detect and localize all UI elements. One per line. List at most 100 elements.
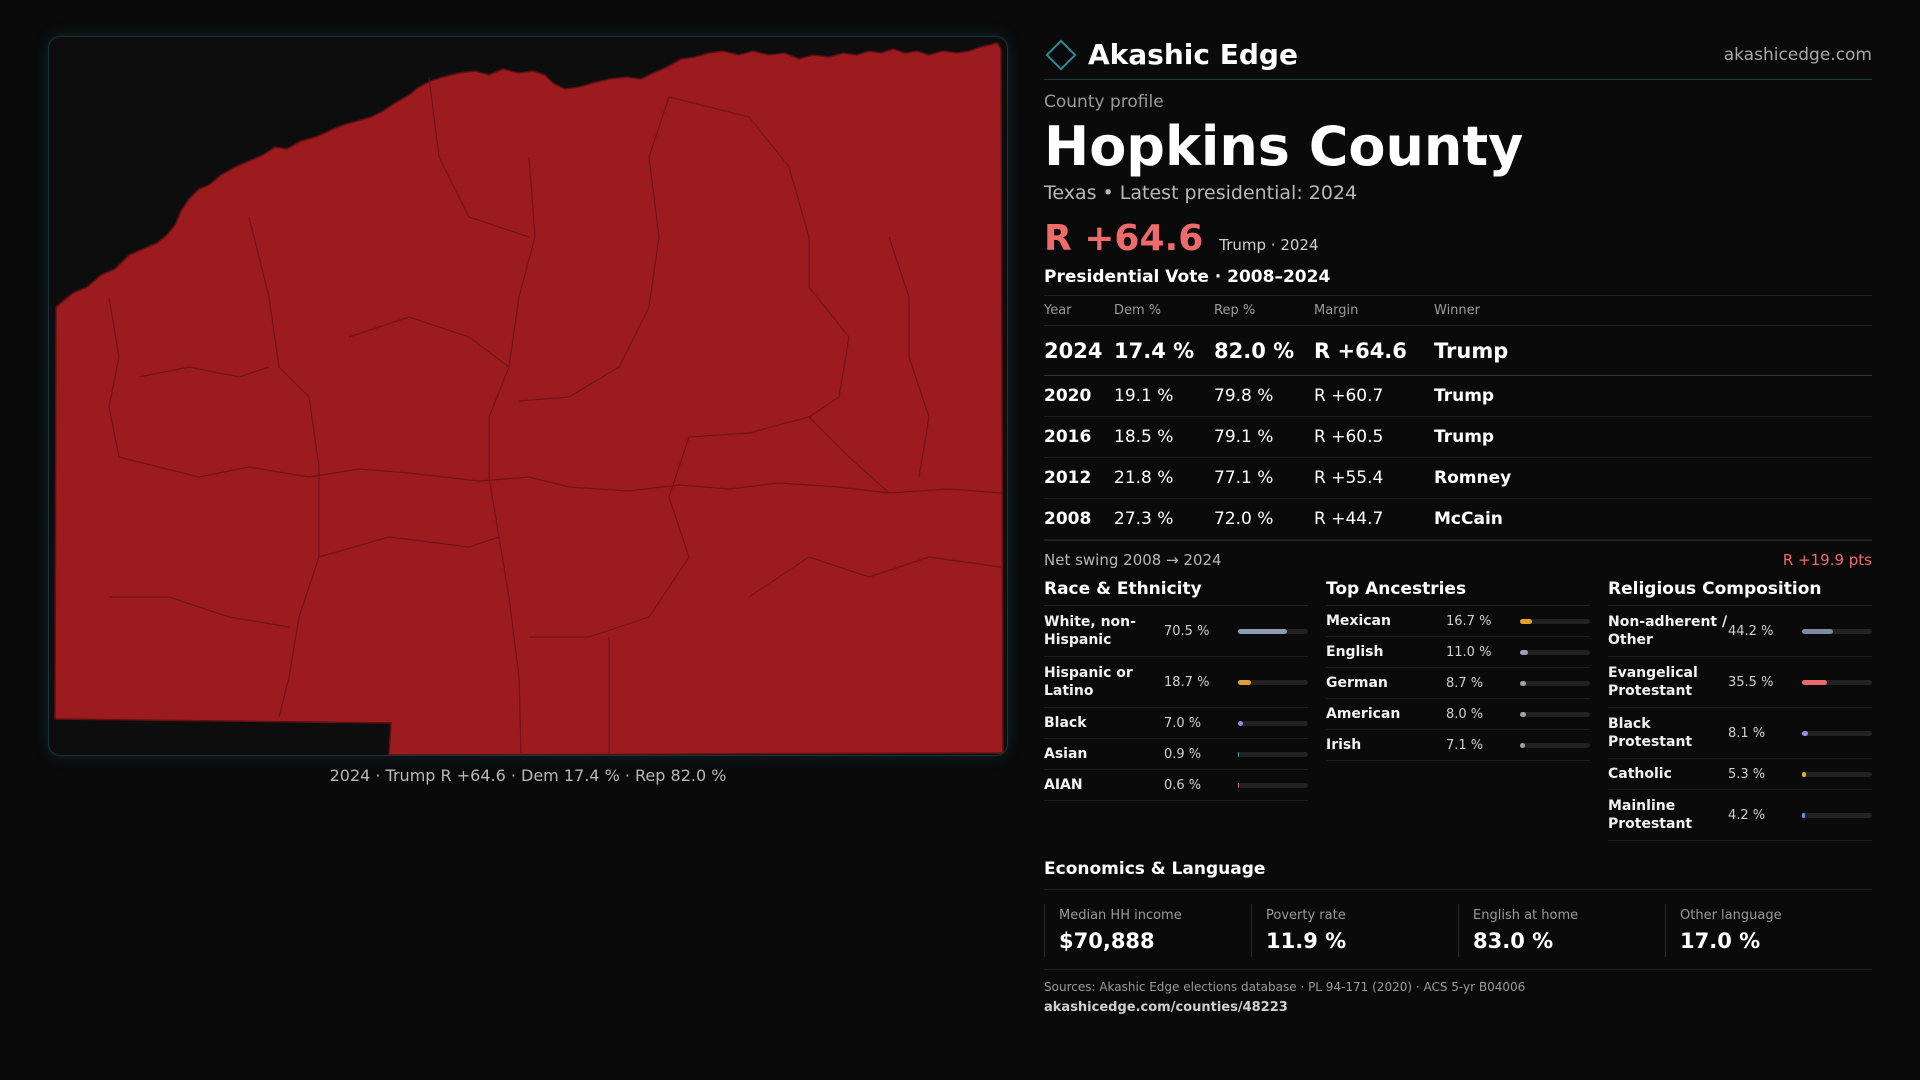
- row-rep: 79.1 %: [1214, 416, 1314, 459]
- list-item: Mexican 16.7 %: [1326, 606, 1590, 638]
- stat-value: 11.9 %: [1266, 929, 1347, 954]
- list-item: Irish 7.1 %: [1326, 730, 1590, 762]
- item-pct: 11.0 %: [1446, 644, 1492, 660]
- item-label: Hispanic or Latino: [1044, 664, 1133, 700]
- row-rep: 82.0 %: [1214, 325, 1314, 377]
- item-bar: [1238, 751, 1308, 757]
- row-winner: McCain: [1434, 498, 1872, 541]
- item-pct: 70.5 %: [1164, 623, 1210, 639]
- item-label: Evangelical Protestant: [1608, 664, 1698, 700]
- item-pct: 4.2 %: [1728, 807, 1766, 823]
- table-row: 2008 27.3 % 72.0 % R +44.7 McCain: [1044, 498, 1872, 541]
- item-label: Mexican: [1326, 613, 1391, 629]
- row-margin: R +60.5: [1314, 416, 1434, 459]
- sources-line: Sources: Akashic Edge elections database…: [1044, 969, 1872, 994]
- item-bar-fill: [1520, 618, 1532, 624]
- item-pct: 7.0 %: [1164, 715, 1202, 731]
- col-margin: Margin: [1314, 296, 1434, 327]
- religion-section-title: Religious Composition: [1608, 579, 1872, 607]
- list-item: Asian 0.9 %: [1044, 739, 1308, 771]
- economics-stats: Median HH income $70,888 Poverty rate 11.9…: [1044, 904, 1872, 958]
- brand-url-link[interactable]: akashicedge.com: [1723, 44, 1872, 65]
- item-bar: [1520, 742, 1590, 748]
- item-pct: 18.7 %: [1164, 674, 1210, 690]
- row-winner: Trump: [1434, 375, 1872, 418]
- stat-value: 17.0 %: [1680, 929, 1761, 954]
- item-label: English: [1326, 644, 1384, 660]
- row-year: 2008: [1044, 498, 1114, 541]
- list-item: Hispanic or Latino 18.7 %: [1044, 657, 1308, 709]
- list-item: AIAN 0.6 %: [1044, 770, 1308, 802]
- item-label: Non-adherent / Other: [1608, 613, 1728, 649]
- county-map[interactable]: [48, 36, 1008, 756]
- vote-section-title: Presidential Vote · 2008–2024: [1044, 267, 1872, 297]
- table-row: 2016 18.5 % 79.1 % R +60.5 Trump: [1044, 416, 1872, 459]
- list-item: Catholic 5.3 %: [1608, 759, 1872, 791]
- item-label: Mainline Protestant: [1608, 797, 1693, 833]
- profile-kicker: County profile: [1044, 92, 1164, 112]
- list-item: Mainline Protestant 4.2 %: [1608, 790, 1872, 842]
- stat-label: English at home: [1473, 908, 1579, 924]
- item-bar-fill: [1802, 812, 1805, 818]
- item-pct: 5.3 %: [1728, 766, 1766, 782]
- county-title: Hopkins County: [1044, 115, 1524, 178]
- race-section-title: Race & Ethnicity: [1044, 579, 1308, 607]
- col-dem: Dem %: [1114, 296, 1214, 327]
- col-year: Year: [1044, 296, 1114, 327]
- item-bar-fill: [1802, 628, 1833, 634]
- county-subtitle: Texas • Latest presidential: 2024: [1044, 182, 1358, 205]
- item-bar-fill: [1520, 711, 1526, 717]
- table-row: 2012 21.8 % 77.1 % R +55.4 Romney: [1044, 457, 1872, 500]
- item-pct: 0.6 %: [1164, 777, 1202, 793]
- row-year: 2016: [1044, 416, 1114, 459]
- item-label: Irish: [1326, 737, 1362, 753]
- item-bar-fill: [1520, 742, 1525, 748]
- map-caption: 2024 · Trump R +64.6 · Dem 17.4 % · Rep …: [329, 766, 727, 785]
- item-label: White, non-Hispanic: [1044, 613, 1136, 649]
- list-item: American 8.0 %: [1326, 699, 1590, 731]
- headline-margin-note: Trump · 2024: [1219, 236, 1319, 255]
- row-year: 2020: [1044, 375, 1114, 418]
- item-bar-fill: [1238, 782, 1240, 788]
- stat-label: Other language: [1680, 908, 1782, 924]
- precinct-boundaries: [108, 76, 1002, 754]
- item-label: German: [1326, 675, 1388, 691]
- net-swing: Net swing 2008 → 2024 R +19.9 pts: [1044, 540, 1872, 569]
- brand[interactable]: Akashic Edge: [1044, 38, 1298, 71]
- row-year: 2024: [1044, 325, 1114, 377]
- item-label: American: [1326, 706, 1401, 722]
- item-bar: [1238, 782, 1308, 788]
- item-label: Asian: [1044, 746, 1088, 762]
- county-map-svg: [54, 42, 1004, 755]
- stat-median-income: Median HH income $70,888: [1044, 904, 1251, 958]
- net-swing-label: Net swing 2008 → 2024: [1044, 551, 1222, 570]
- row-dem: 17.4 %: [1114, 325, 1214, 377]
- item-pct: 8.7 %: [1446, 675, 1484, 691]
- row-rep: 77.1 %: [1214, 457, 1314, 500]
- item-bar-fill: [1802, 730, 1808, 736]
- source-url-link[interactable]: akashicedge.com/counties/48223: [1044, 1000, 1288, 1016]
- ancestries-section: Top Ancestries Mexican 16.7 % English 11.0…: [1326, 579, 1590, 841]
- item-bar-fill: [1802, 679, 1827, 685]
- item-label: Black Protestant: [1608, 715, 1693, 751]
- list-item: Black 7.0 %: [1044, 708, 1308, 740]
- item-bar-fill: [1238, 679, 1252, 685]
- row-dem: 19.1 %: [1114, 375, 1214, 418]
- row-dem: 18.5 %: [1114, 416, 1214, 459]
- item-bar-fill: [1238, 628, 1288, 634]
- economics-section-title: Economics & Language: [1044, 859, 1872, 891]
- county-shape[interactable]: [54, 42, 1004, 755]
- religion-section: Religious Composition Non-adherent / Oth…: [1608, 579, 1872, 842]
- col-rep: Rep %: [1214, 296, 1314, 327]
- item-pct: 35.5 %: [1728, 674, 1774, 690]
- item-bar-fill: [1238, 720, 1243, 726]
- item-label: Black: [1044, 715, 1087, 731]
- list-item: Black Protestant 8.1 %: [1608, 708, 1872, 760]
- item-bar: [1520, 618, 1590, 624]
- item-bar: [1238, 679, 1308, 685]
- item-pct: 0.9 %: [1164, 746, 1202, 762]
- stat-value: $70,888: [1059, 929, 1155, 954]
- list-item: Non-adherent / Other 44.2 %: [1608, 606, 1872, 658]
- row-margin: R +44.7: [1314, 498, 1434, 541]
- item-bar: [1520, 711, 1590, 717]
